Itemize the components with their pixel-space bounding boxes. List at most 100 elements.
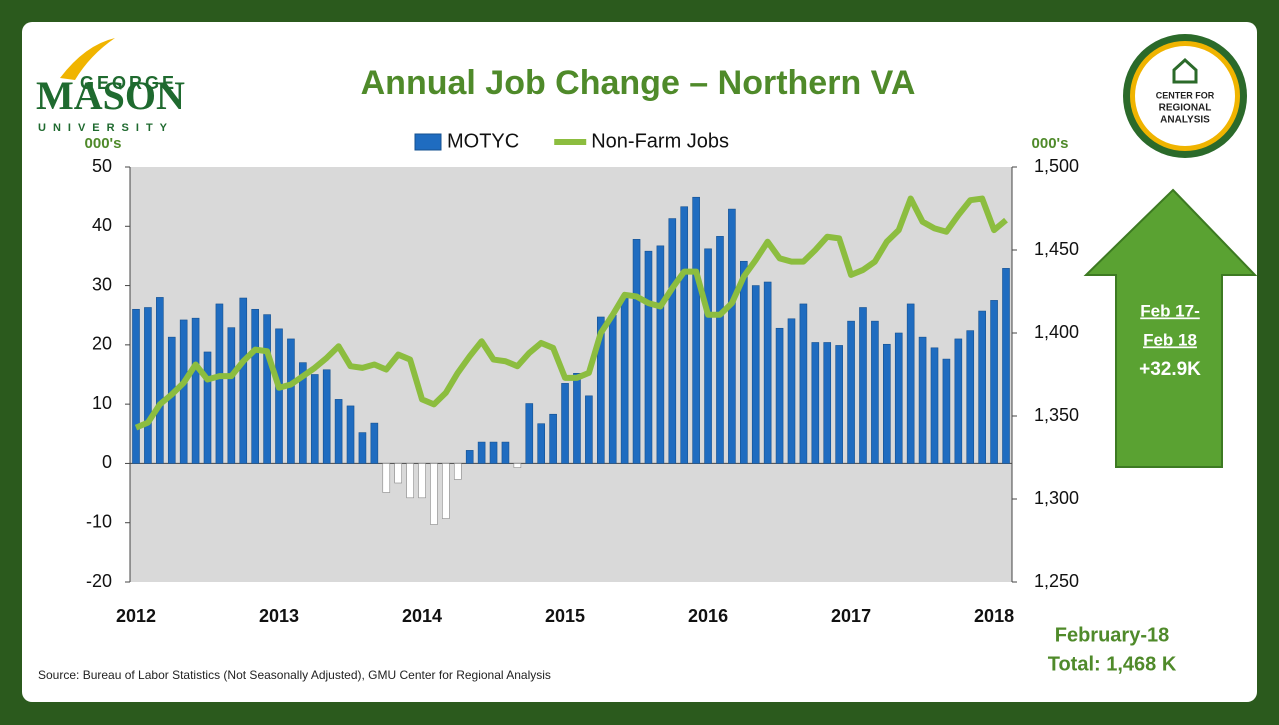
y2-tick-label: 1,500 [1034, 156, 1079, 176]
bar [835, 345, 843, 464]
bar [990, 300, 998, 464]
bar [644, 250, 653, 464]
bar [179, 319, 188, 464]
bar [811, 342, 820, 464]
bar [156, 297, 164, 464]
bar [942, 358, 951, 464]
bar [191, 317, 200, 464]
y-tick-label: 30 [92, 274, 112, 294]
bar [883, 343, 891, 464]
bar [573, 373, 581, 464]
bar [477, 441, 486, 464]
y-tick-label: 10 [92, 393, 112, 413]
bar [716, 236, 724, 464]
bar [275, 328, 283, 464]
bar [680, 206, 689, 464]
y2-tick-label: 1,450 [1034, 239, 1079, 259]
x-tick-label: 2016 [688, 606, 728, 626]
logo-icon [1172, 57, 1198, 84]
up-arrow [1083, 188, 1258, 468]
bar [132, 308, 140, 464]
bar [728, 208, 736, 464]
logo-text: GEORGE [80, 73, 177, 93]
bar [656, 245, 665, 464]
total-text: February-18 [1055, 624, 1170, 646]
bar [847, 320, 855, 464]
x-tick-label: 2013 [259, 606, 299, 626]
x-tick-label: 2014 [402, 606, 442, 626]
bar [632, 239, 641, 464]
bar [430, 463, 438, 525]
bar [406, 463, 414, 499]
bar [525, 403, 534, 464]
logo-text: MASON [36, 73, 185, 118]
bar [513, 463, 522, 468]
arrow-text: +32.9K [1139, 359, 1201, 380]
bar [596, 316, 605, 464]
legend-label: Non-Farm Jobs [591, 130, 729, 152]
logo-text: ANALYSIS [1160, 115, 1210, 126]
bar [334, 399, 343, 464]
bar [310, 374, 319, 464]
bar [489, 441, 498, 464]
line-series [134, 195, 1008, 431]
bar [215, 303, 224, 464]
bar [668, 218, 677, 464]
bar [954, 338, 963, 464]
arrow-text: Feb 17- [1140, 301, 1200, 320]
y2-tick-label: 1,400 [1034, 322, 1079, 342]
bar [203, 351, 212, 464]
bar [561, 383, 569, 464]
bar [585, 395, 593, 464]
y2-tick-label: 1,350 [1034, 405, 1079, 425]
bar [465, 450, 474, 464]
y-tick-label: 20 [92, 334, 112, 354]
bar [322, 369, 331, 464]
bar [918, 336, 927, 464]
bar [704, 248, 712, 464]
x-tick-label: 2012 [116, 606, 156, 626]
y-tick-label: 0 [102, 452, 112, 472]
logo-center [1135, 46, 1235, 146]
y2-tick-label: 1,250 [1034, 571, 1079, 591]
bar [382, 463, 391, 493]
bar [263, 314, 271, 464]
bar [906, 303, 915, 464]
bar [346, 405, 355, 464]
plot-area [130, 167, 1012, 582]
bar [144, 307, 152, 464]
y-axis-label: 000's [85, 135, 122, 152]
y-tick-label: 50 [92, 156, 112, 176]
bar [763, 281, 772, 464]
bar [751, 285, 760, 464]
bar [299, 362, 307, 464]
bar [930, 347, 939, 464]
x-tick-label: 2018 [974, 606, 1014, 626]
logo-swoosh [60, 38, 115, 80]
bar [692, 196, 700, 464]
bar [418, 463, 426, 499]
x-tick-label: 2015 [545, 606, 585, 626]
bar [442, 463, 450, 519]
logo-text: CENTER FOR [1156, 90, 1215, 100]
bar [501, 441, 510, 464]
bar [537, 423, 546, 464]
bar [239, 297, 248, 464]
y-tick-label: -20 [86, 571, 112, 591]
bar [775, 327, 784, 464]
bar [608, 314, 617, 464]
bar [966, 330, 975, 464]
source-note: Source: Bureau of Labor Statistics (Not … [38, 668, 551, 682]
logo-text: UNIVERSITY [38, 122, 174, 134]
chart-title: Annual Job Change – Northern VA [361, 64, 916, 102]
bar [1002, 268, 1010, 464]
legend-label: MOTYC [447, 130, 519, 152]
bar [978, 310, 986, 464]
bar [740, 260, 748, 464]
y2-tick-label: 1,300 [1034, 488, 1079, 508]
bar [287, 338, 295, 464]
bar [227, 327, 236, 464]
bar [370, 422, 379, 464]
bar [799, 303, 808, 464]
